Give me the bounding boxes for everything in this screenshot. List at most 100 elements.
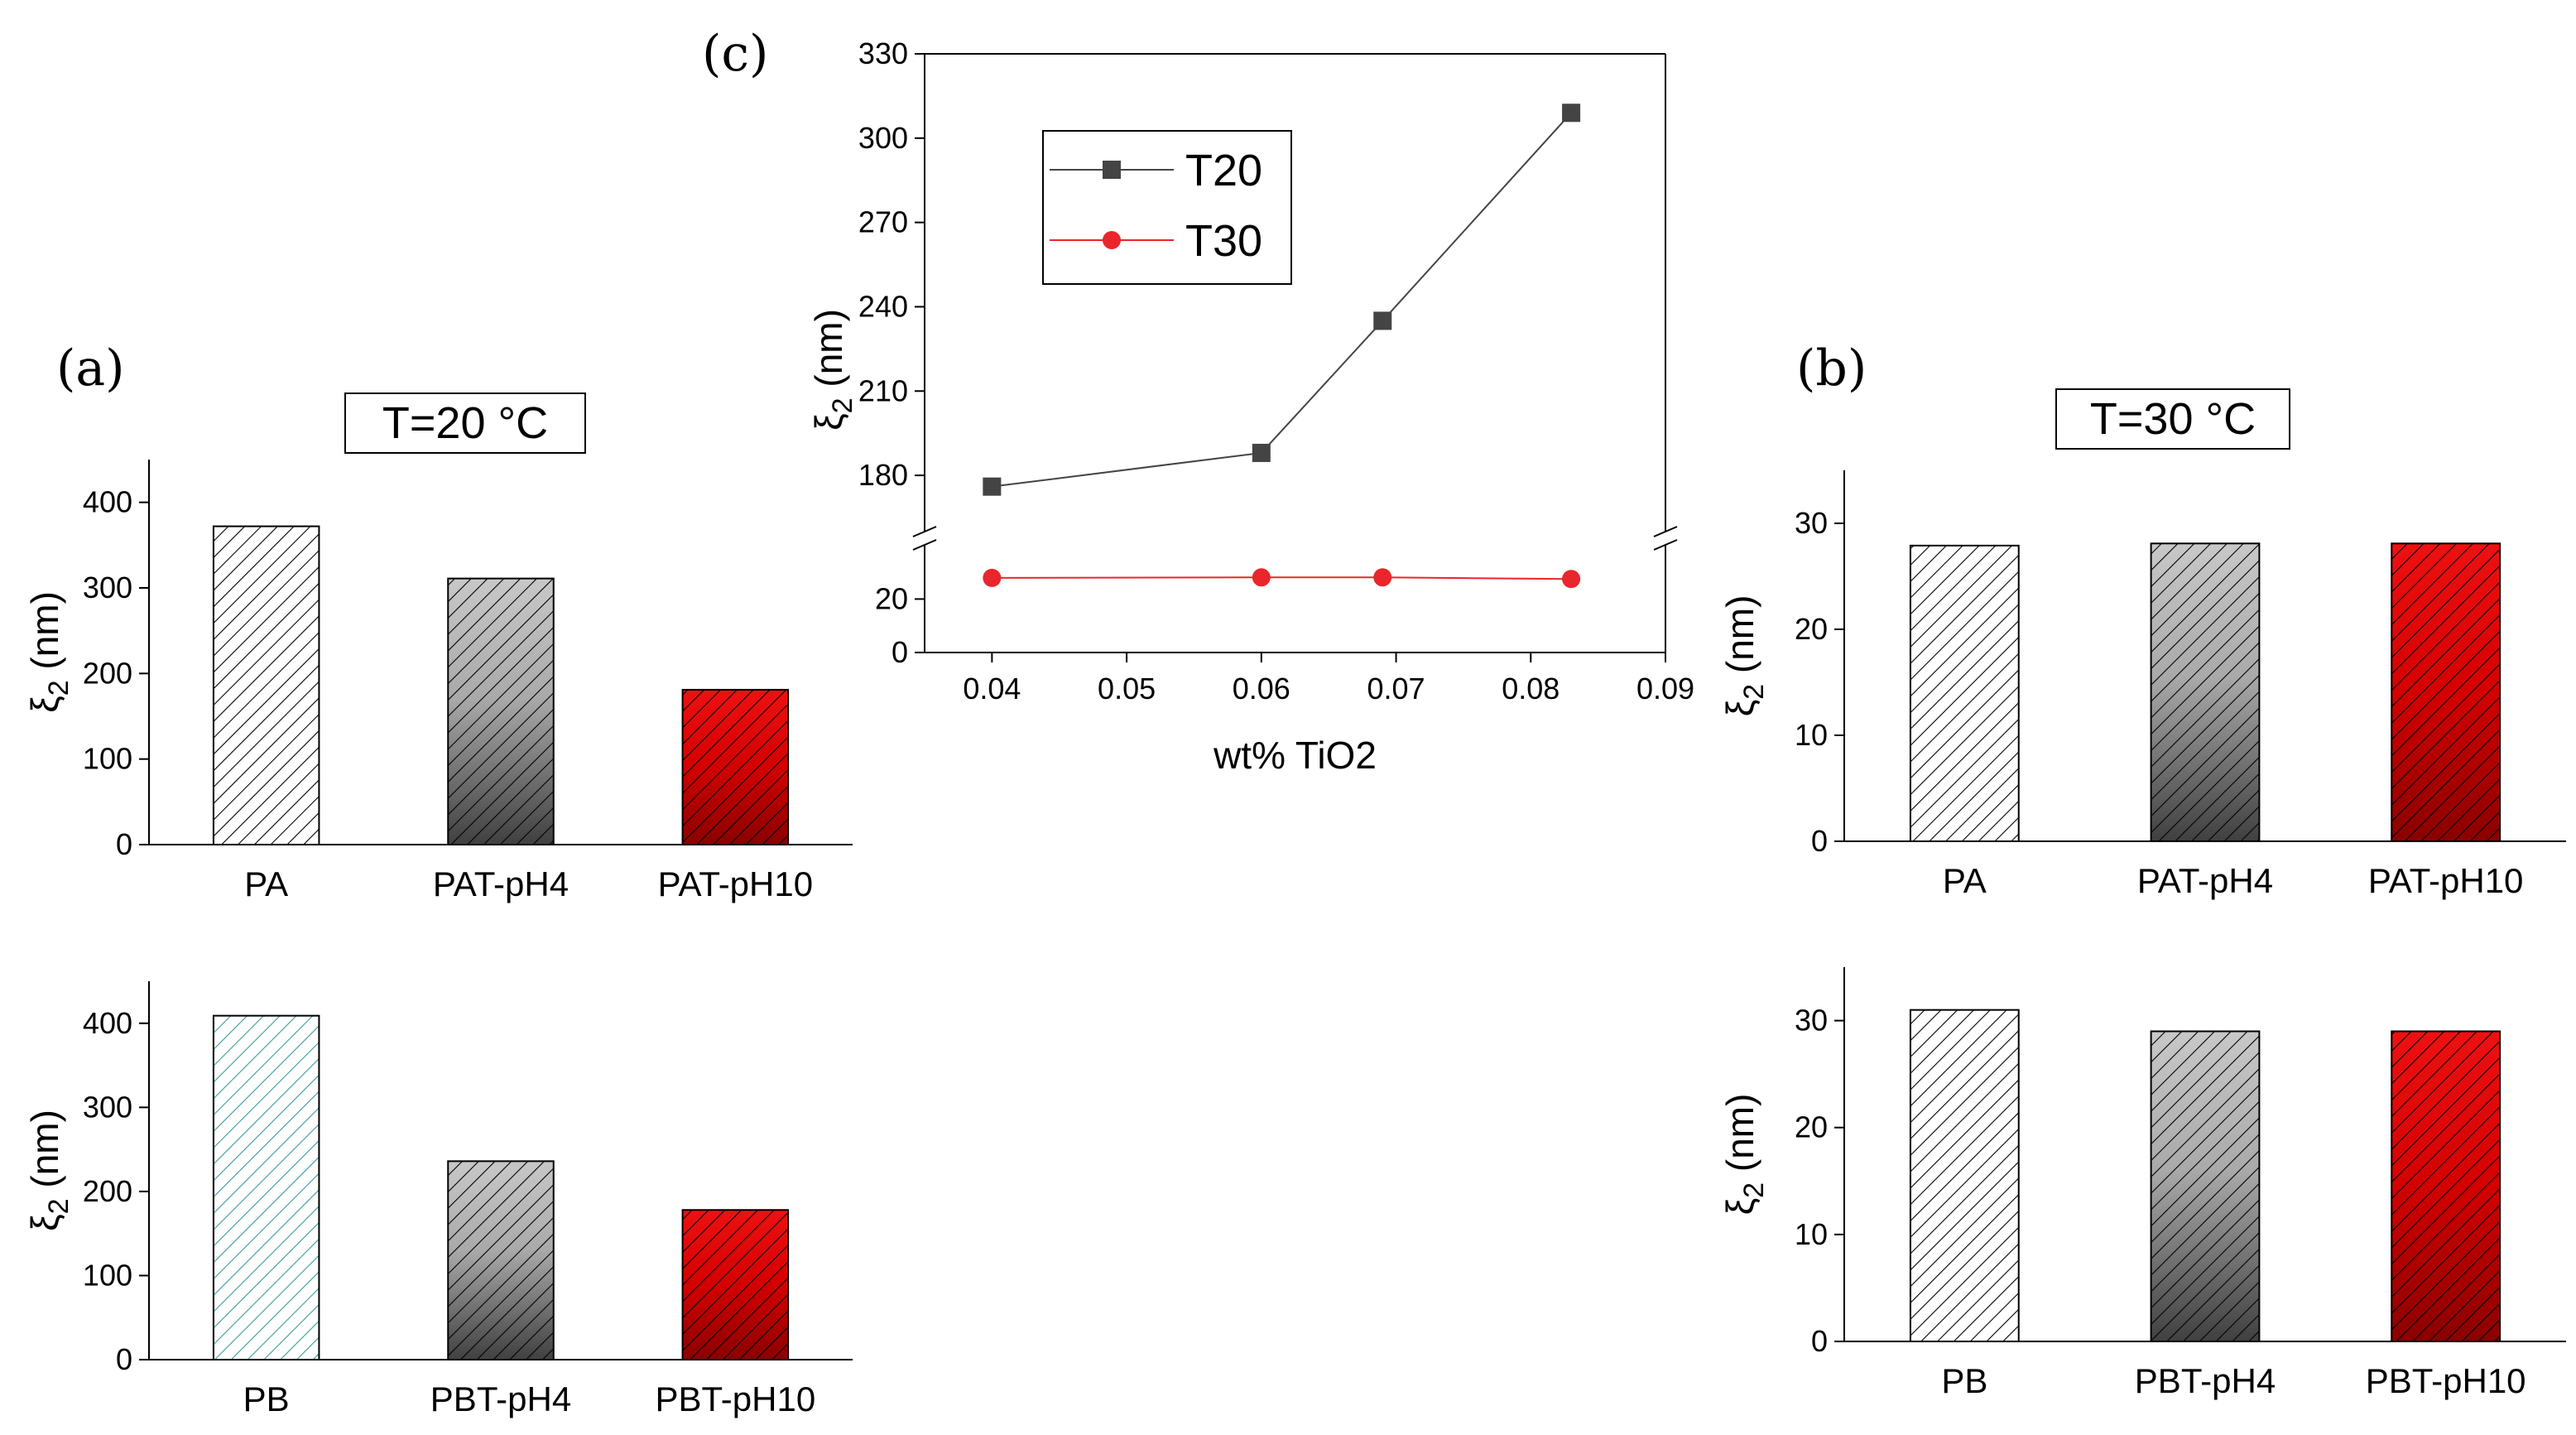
legend-label: T30 <box>1185 216 1262 266</box>
y-axis-title: ξ2 (nm) <box>1718 595 1770 717</box>
category-label: PBT-pH10 <box>2366 1361 2526 1400</box>
x-tick-label: 0.09 <box>1636 672 1694 705</box>
y-tick-label: 270 <box>858 205 908 239</box>
x-axis-title: wt% TiO2 <box>1213 734 1377 777</box>
y-tick-label: 20 <box>1795 612 1828 646</box>
x-tick-label: 0.04 <box>963 672 1021 705</box>
data-point <box>1562 570 1581 589</box>
bar <box>2391 1030 2502 1342</box>
category-label: PAT-pH10 <box>658 864 814 903</box>
y-axis-title: ξ2 (nm) <box>1718 1094 1770 1216</box>
chart-a-bottom: 0 100 200 300 400 PB PBT-pH4 PBT-pH10 ξ2 (nm) <box>23 981 853 1418</box>
bar <box>212 1014 320 1361</box>
category-label: PBT-pH10 <box>655 1380 815 1418</box>
y-tick-label: 400 <box>83 1006 132 1040</box>
bar <box>212 525 320 845</box>
data-point <box>1373 568 1392 587</box>
panel-label-b: (b) <box>1796 339 1867 397</box>
category-label: PBT-pH4 <box>430 1380 571 1418</box>
y-axis-label: ξ2 (nm) <box>23 1110 74 1231</box>
y-tick-label: 10 <box>1795 718 1828 752</box>
chart-a-top: 0 100 200 300 400 PA PAT-pH4 PAT-pH10 ξ2 (nm) T=2… <box>23 392 853 903</box>
bar <box>681 1209 790 1360</box>
y-tick-label: 330 <box>858 36 908 70</box>
data-point <box>1252 568 1271 587</box>
y-tick-label: 400 <box>83 485 132 519</box>
axis-break-mark <box>1653 539 1678 551</box>
category-label: PBT-pH4 <box>2135 1361 2276 1400</box>
y-tick-label: 300 <box>83 571 132 604</box>
axis-break-mark <box>912 539 937 551</box>
legend-marker <box>1103 161 1121 179</box>
legend-marker <box>1103 231 1121 249</box>
y-tick-label: 180 <box>858 458 908 492</box>
y-tick-label: 100 <box>83 742 132 776</box>
y-tick-label: 10 <box>1795 1217 1828 1251</box>
chart-title: T=30 °C <box>2090 394 2256 444</box>
y-axis-title: ξ2 (nm) <box>807 309 858 431</box>
category-label: PB <box>1941 1361 1987 1400</box>
bar <box>447 577 555 846</box>
chart-title: T=20 °C <box>382 398 548 448</box>
x-tick-label: 0.08 <box>1502 672 1560 705</box>
x-tick-label: 0.06 <box>1233 672 1290 705</box>
data-point <box>983 568 1002 587</box>
y-tick-label: 0 <box>116 827 132 861</box>
x-tick-label: 0.05 <box>1098 672 1156 705</box>
category-label: PB <box>243 1380 290 1418</box>
y-tick-label: 210 <box>858 373 908 407</box>
y-tick-label: 200 <box>83 1174 132 1208</box>
y-tick-label: 30 <box>1795 506 1828 540</box>
bar <box>1909 1009 2020 1342</box>
panel-label-a: (a) <box>56 339 125 397</box>
y-axis-label: ξ2 (nm) <box>23 591 74 713</box>
y-tick-label: 0 <box>892 635 908 669</box>
bar <box>1909 544 2020 842</box>
bar <box>2150 542 2261 842</box>
data-point <box>1252 443 1271 462</box>
axis-break-mark <box>912 526 937 537</box>
series-line-t20 <box>992 112 1572 488</box>
x-tick-label: 0.07 <box>1367 672 1425 705</box>
bar <box>2150 1030 2261 1342</box>
chart-b-top: 0 10 20 30 PA PAT-pH4 PAT-pH10 ξ2 (nm) T=30 °C <box>1718 388 2566 900</box>
data-point <box>1562 104 1581 123</box>
data-point <box>1373 311 1392 330</box>
y-tick-label: 0 <box>116 1342 132 1376</box>
panel-label-c: (c) <box>702 25 768 83</box>
y-axis-label: ξ2 (nm) <box>807 309 858 431</box>
legend-box <box>1042 130 1292 285</box>
y-tick-label: 20 <box>1795 1110 1828 1144</box>
y-tick-label: 200 <box>83 656 132 690</box>
legend-label: T20 <box>1185 146 1262 195</box>
y-tick-label: 30 <box>1795 1004 1828 1038</box>
y-axis-title: ξ2 (nm) <box>23 591 74 713</box>
y-axis-title: ξ2 (nm) <box>23 1110 74 1231</box>
bar <box>681 688 790 846</box>
data-point <box>983 477 1002 496</box>
y-axis-label: ξ2 (nm) <box>1718 595 1770 717</box>
category-label: PA <box>1943 861 1987 900</box>
y-axis-label: ξ2 (nm) <box>1718 1094 1770 1216</box>
bar <box>2391 542 2502 842</box>
axis-break-mark <box>1653 526 1678 537</box>
y-tick-label: 100 <box>83 1258 132 1292</box>
title-box <box>344 392 586 454</box>
series-line-t30 <box>992 576 1572 580</box>
title-box <box>2055 388 2290 450</box>
y-tick-label: 0 <box>1811 824 1828 858</box>
category-label: PAT-pH4 <box>2137 861 2273 900</box>
bar <box>447 1160 555 1360</box>
chart-b-bottom: 0 10 20 30 PB PBT-pH4 PBT-pH10 ξ2 (nm) <box>1718 967 2566 1400</box>
category-label: PA <box>244 864 288 903</box>
y-tick-label: 0 <box>1811 1324 1828 1358</box>
y-tick-label: 240 <box>858 289 908 323</box>
y-tick-label: 300 <box>858 121 908 155</box>
category-label: PAT-pH10 <box>2368 861 2524 900</box>
y-tick-label: 20 <box>875 581 908 615</box>
y-tick-label: 300 <box>83 1090 132 1124</box>
category-label: PAT-pH4 <box>433 864 569 903</box>
chart-c: 180 210 240 270 300 330 0 20 0.04 0.05 0.06 0.07 0.0… <box>807 36 1694 777</box>
